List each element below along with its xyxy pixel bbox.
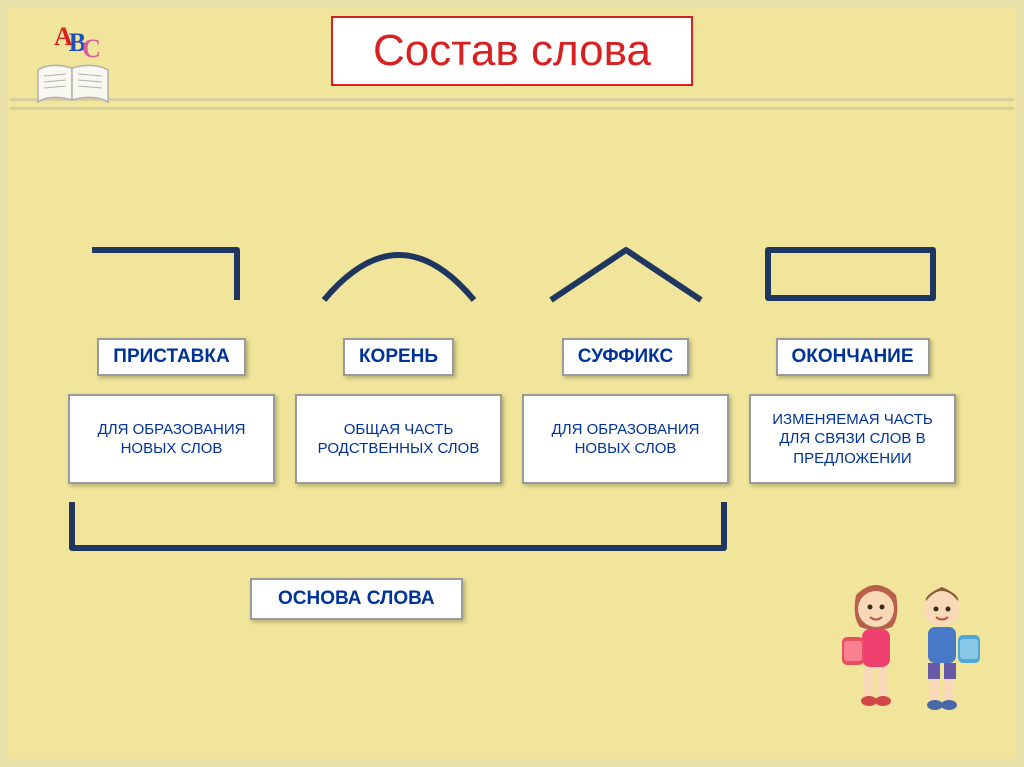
book-icon [30, 60, 120, 110]
kids-icon [834, 567, 984, 727]
suffix-symbol-icon [541, 245, 711, 305]
col-suffix: СУФФИКС ДЛЯ ОБРАЗОВАНИЯ НОВЫХ СЛОВ [522, 230, 729, 484]
root-symbol-icon [314, 245, 484, 305]
stem-bracket-icon [68, 498, 728, 558]
slide-title: Состав слова [331, 16, 693, 86]
suffix-name: СУФФИКС [562, 338, 689, 376]
col-root: КОРЕНЬ ОБЩАЯ ЧАСТЬ РОДСТВЕННЫХ СЛОВ [295, 230, 502, 484]
col-prefix: ПРИСТАВКА ДЛЯ ОБРАЗОВАНИЯ НОВЫХ СЛОВ [68, 230, 275, 484]
header-band [10, 98, 1014, 110]
morpheme-row: ПРИСТАВКА ДЛЯ ОБРАЗОВАНИЯ НОВЫХ СЛОВ КОР… [68, 230, 956, 484]
prefix-desc: ДЛЯ ОБРАЗОВАНИЯ НОВЫХ СЛОВ [68, 394, 275, 484]
ending-desc: ИЗМЕНЯЕМАЯ ЧАСТЬ ДЛЯ СВЯЗИ СЛОВ В ПРЕДЛО… [749, 394, 956, 484]
stem-label: ОСНОВА СЛОВА [250, 578, 463, 620]
suffix-desc: ДЛЯ ОБРАЗОВАНИЯ НОВЫХ СЛОВ [522, 394, 729, 484]
root-name: КОРЕНЬ [343, 338, 454, 376]
abc-book-icon: A B C [30, 30, 120, 110]
slide: A B C Состав слова ПРИСТАВКА ДЛЯ ОБРАЗОВ… [0, 0, 1024, 767]
col-ending: ОКОНЧАНИЕ ИЗМЕНЯЕМАЯ ЧАСТЬ ДЛЯ СВЯЗИ СЛО… [749, 230, 956, 484]
ending-name: ОКОНЧАНИЕ [776, 338, 930, 376]
root-desc: ОБЩАЯ ЧАСТЬ РОДСТВЕННЫХ СЛОВ [295, 394, 502, 484]
ending-symbol-icon [763, 245, 943, 305]
prefix-name: ПРИСТАВКА [97, 338, 245, 376]
prefix-symbol-icon [87, 245, 257, 305]
